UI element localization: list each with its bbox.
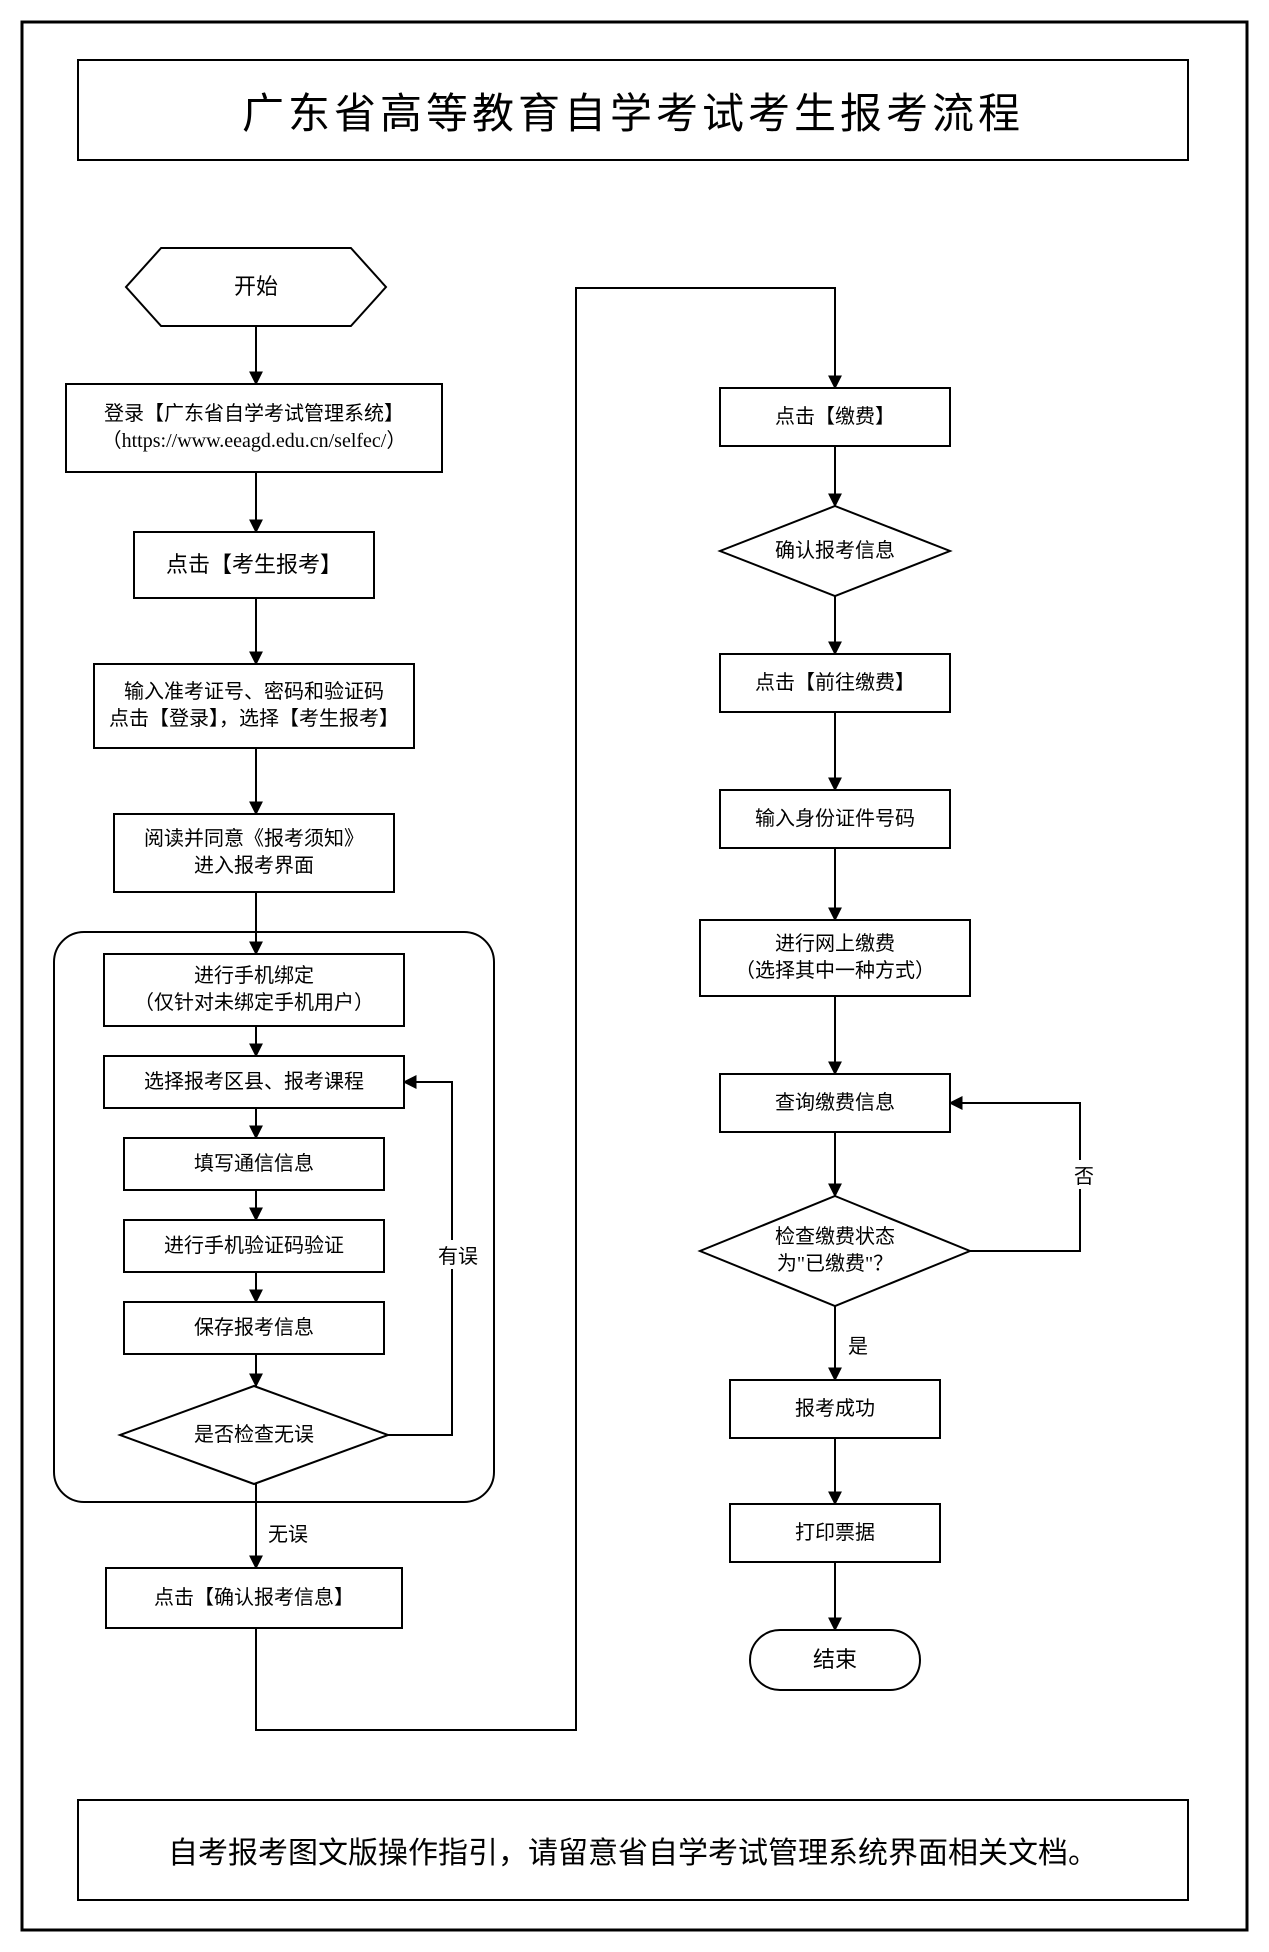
chart-title: 广东省高等教育自学考试考生报考流程 (78, 60, 1188, 160)
node-verify: 进行手机验证码验证 (124, 1220, 384, 1272)
node-online: 进行网上缴费 （选择其中一种方式） (700, 920, 970, 996)
edge-label: 有误 (436, 1240, 480, 1269)
node-login: 登录【广东省自学考试管理系统】 （https://www.eeagd.edu.c… (66, 384, 442, 472)
edge-label: 是 (846, 1330, 870, 1359)
node-print: 打印票据 (730, 1504, 940, 1562)
node-start: 开始 (126, 248, 386, 326)
node-success: 报考成功 (730, 1380, 940, 1438)
node-check1: 是否检查无误 (120, 1386, 388, 1484)
node-confirm: 点击【确认报考信息】 (106, 1568, 402, 1628)
node-save: 保存报考信息 (124, 1302, 384, 1354)
node-fill: 填写通信信息 (124, 1138, 384, 1190)
node-click1: 点击【考生报考】 (134, 532, 374, 598)
edge-label: 否 (1072, 1160, 1096, 1189)
node-check2: 检查缴费状态 为"已缴费"？ (700, 1196, 970, 1306)
node-conf2: 确认报考信息 (720, 506, 950, 596)
node-end: 结束 (750, 1630, 920, 1690)
chart-footer: 自考报考图文版操作指引，请留意省自学考试管理系统界面相关文档。 (78, 1800, 1188, 1900)
node-read: 阅读并同意《报考须知》 进入报考界面 (114, 814, 394, 892)
node-query: 查询缴费信息 (720, 1074, 950, 1132)
node-pay: 点击【缴费】 (720, 388, 950, 446)
flowchart-canvas: 广东省高等教育自学考试考生报考流程自考报考图文版操作指引，请留意省自学考试管理系… (0, 0, 1269, 1952)
node-select: 选择报考区县、报考课程 (104, 1056, 404, 1108)
node-input1: 输入准考证号、密码和验证码 点击【登录】，选择【考生报考】 (94, 664, 414, 748)
node-bind: 进行手机绑定 （仅针对未绑定手机用户） (104, 954, 404, 1026)
edge-label: 无误 (266, 1518, 310, 1547)
node-gopay: 点击【前往缴费】 (720, 654, 950, 712)
node-idnum: 输入身份证件号码 (720, 790, 950, 848)
